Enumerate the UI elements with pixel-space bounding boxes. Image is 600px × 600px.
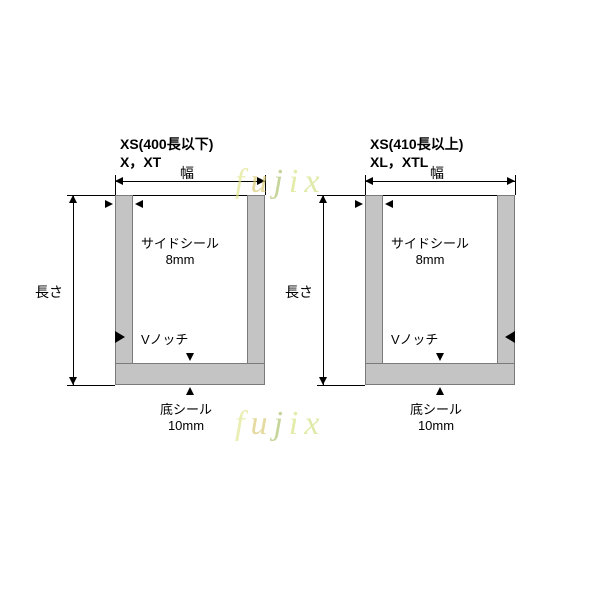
left-notch-label: Vノッチ — [141, 329, 188, 348]
left-v-notch — [115, 331, 125, 343]
left-bottomseal-arrow — [186, 353, 194, 361]
right-side-seal-label: サイドシール8mm — [391, 233, 469, 267]
left-bottom-seal — [115, 363, 265, 385]
right-bottom-seal-label: 底シール10mm — [410, 399, 462, 433]
left-sideseal-arrow — [105, 200, 113, 208]
watermark: fujix — [235, 405, 325, 443]
right-bottomseal-arrow — [436, 387, 444, 395]
right-side-seal-right — [497, 195, 515, 385]
right-notch-label: Vノッチ — [391, 329, 438, 348]
right-v-notch — [505, 331, 515, 343]
left-title: XS(400長以下)X，XT — [120, 135, 213, 171]
left-bag — [115, 195, 265, 385]
right-bottom-seal — [365, 363, 515, 385]
right-length-label: 長さ — [285, 282, 313, 302]
left-sideseal-arrow — [135, 200, 143, 208]
right-side-seal-left — [365, 195, 383, 385]
left-length-label: 長さ — [35, 282, 63, 302]
left-bottom-seal-label: 底シール10mm — [160, 399, 212, 433]
left-side-seal-label: サイドシール8mm — [141, 233, 219, 267]
right-bottomseal-arrow — [436, 353, 444, 361]
right-sideseal-arrow — [385, 200, 393, 208]
right-bag — [365, 195, 515, 385]
right-title: XS(410長以上)XL，XTL — [370, 135, 463, 171]
left-bottomseal-arrow — [186, 387, 194, 395]
left-side-seal-right — [247, 195, 265, 385]
right-sideseal-arrow — [355, 200, 363, 208]
left-side-seal-left — [115, 195, 133, 385]
